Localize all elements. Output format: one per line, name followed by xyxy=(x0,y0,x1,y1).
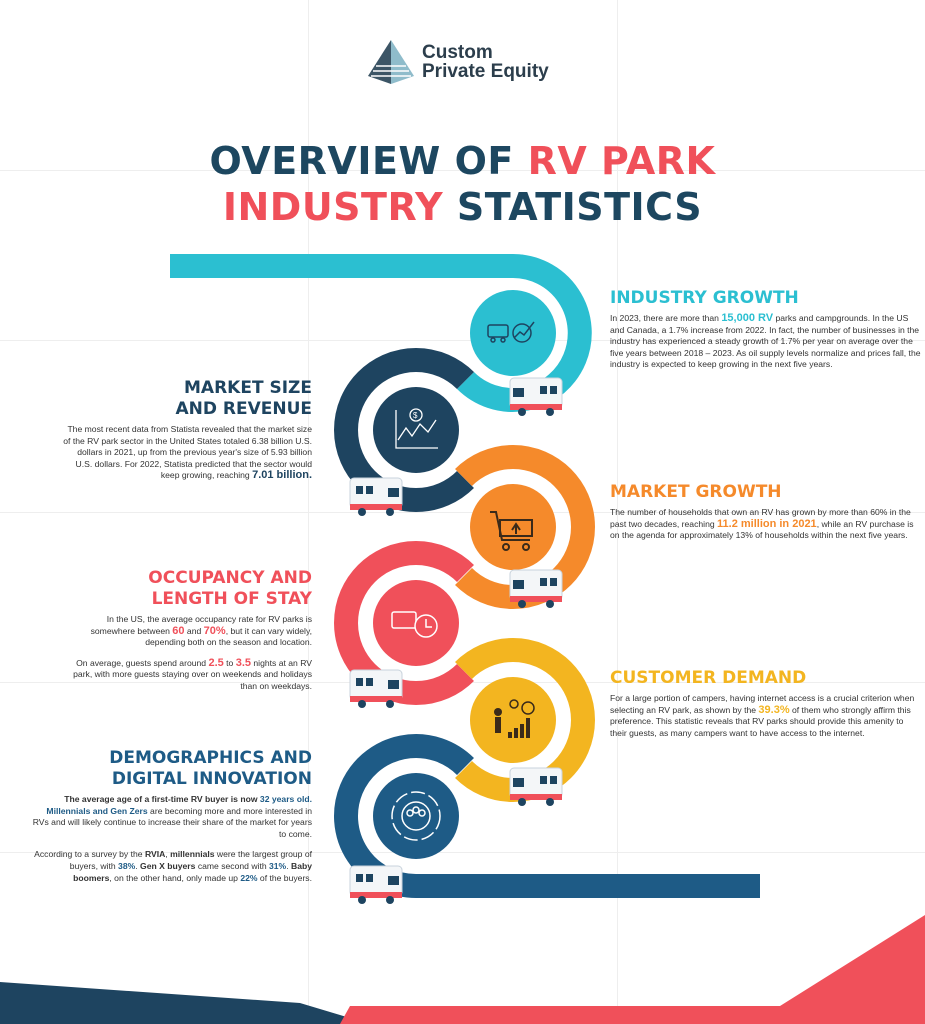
track-orange xyxy=(455,445,595,609)
text: millennials xyxy=(170,849,215,860)
grid-line xyxy=(0,170,925,171)
section-title: DIGITAL INNOVATION xyxy=(111,769,312,789)
section-occupancy: OCCUPANCY AND LENGTH OF STAY In the US, t… xyxy=(70,568,312,702)
highlight: 32 years old. xyxy=(259,794,312,804)
track-yellow xyxy=(455,638,595,802)
text: and xyxy=(184,625,204,636)
highlight: 3.5 xyxy=(235,656,251,669)
section-market-growth: MARKET GROWTH The number of households t… xyxy=(610,482,915,551)
pyramid-logo-icon xyxy=(368,40,414,84)
grid-line xyxy=(0,852,925,853)
text: According to a survey by the xyxy=(34,849,145,860)
person-growth-icon xyxy=(494,699,535,738)
section-title: MARKET GROWTH xyxy=(610,482,782,502)
text: nights at an RV park, with more guests s… xyxy=(73,657,312,691)
section-title: INDUSTRY GROWTH xyxy=(610,288,799,308)
grid-line xyxy=(0,512,925,513)
section-title: MARKET SIZE xyxy=(184,378,312,398)
highlight: 11.2 million in 2021 xyxy=(717,517,817,530)
text: RVIA xyxy=(144,849,166,860)
dollar-chart-icon: $ xyxy=(395,408,438,449)
track-dark xyxy=(334,348,474,512)
track-red xyxy=(334,541,474,705)
section-title: OCCUPANCY AND xyxy=(148,568,312,588)
section-market-size: MARKET SIZE AND REVENUE The most recent d… xyxy=(60,378,312,491)
text: parks and campgrounds. In the US and Can… xyxy=(610,313,921,370)
section-customer-demand: CUSTOMER DEMAND For a large portion of c… xyxy=(610,668,915,748)
text: were the largest group of buyers, with xyxy=(69,849,312,871)
rv-van-icon xyxy=(509,767,563,806)
text: , while an RV purchase is on the agenda … xyxy=(610,518,914,541)
page-title: OVERVIEW OF RV PARK INDUSTRY STATISTICS xyxy=(0,138,925,230)
text: to xyxy=(223,657,236,668)
section-industry-growth: INDUSTRY GROWTH In 2023, there are more … xyxy=(610,288,925,380)
highlight: 39.3% xyxy=(758,703,790,716)
rv-van-icon xyxy=(349,865,403,904)
rv-gear-growth-icon xyxy=(487,321,535,343)
highlight: 31% xyxy=(269,860,287,871)
highlight: 38% xyxy=(118,860,136,871)
title-part: INDUSTRY xyxy=(222,185,444,229)
rv-van-icon xyxy=(509,377,563,416)
icon-circle-yellow xyxy=(470,677,556,763)
text: , xyxy=(165,849,171,860)
footer-navy-shape xyxy=(0,982,370,1024)
rv-van-icon xyxy=(349,669,403,708)
logo-line1: Custom xyxy=(422,42,493,63)
text: are becoming more and more interested in… xyxy=(32,805,312,839)
title-part: STATISTICS xyxy=(443,185,703,229)
text: The average age of a first-time RV buyer… xyxy=(64,794,260,804)
cart-upload-icon xyxy=(490,511,533,551)
icon-circle-blue xyxy=(373,773,459,859)
section-demographics: DEMOGRAPHICS AND DIGITAL INNOVATION The a… xyxy=(30,748,312,893)
section-title: LENGTH OF STAY xyxy=(151,589,312,609)
text: The most recent data from Statista revea… xyxy=(63,424,312,481)
text: . xyxy=(286,860,291,871)
text: In 2023, there are more than xyxy=(610,313,722,323)
footer-red-shape xyxy=(340,915,925,1024)
highlight: 22% xyxy=(240,872,258,883)
highlight: 15,000 RV xyxy=(721,312,774,324)
logo-line2: Private Equity xyxy=(422,61,549,82)
text: Baby boomers xyxy=(73,860,312,883)
text: For a large portion of campers, having i… xyxy=(610,693,915,715)
section-title: CUSTOMER DEMAND xyxy=(610,668,807,688)
text: In the US, the average occupancy rate fo… xyxy=(90,614,312,636)
logo: Custom Private Equity xyxy=(368,40,549,84)
title-part: OVERVIEW OF xyxy=(209,139,528,183)
highlight: 60 xyxy=(172,624,185,637)
highlight: 2.5 xyxy=(208,656,224,669)
svg-text:$: $ xyxy=(413,411,418,420)
highlight: 70% xyxy=(203,624,226,637)
rv-van-icon xyxy=(509,569,563,608)
people-circle-icon xyxy=(391,791,441,841)
rv-van-icon xyxy=(349,477,403,516)
text: The number of households that own an RV … xyxy=(610,507,911,529)
highlight: 7.01 billion. xyxy=(252,469,312,482)
highlight: Millennials and Gen Zers xyxy=(46,805,148,816)
grid-line xyxy=(0,340,925,341)
section-title: AND REVENUE xyxy=(175,399,312,419)
text: On average, guests spend around xyxy=(76,657,209,668)
text: , on the other hand, only made up xyxy=(109,872,241,883)
text: of them who strongly affirm this prefere… xyxy=(610,704,911,738)
text: of the buyers. xyxy=(257,872,312,883)
section-title: DEMOGRAPHICS AND xyxy=(109,748,312,768)
title-part: RV PARK xyxy=(527,139,716,183)
text: . xyxy=(135,860,141,871)
text: came second with xyxy=(195,860,269,871)
text: Gen X buyers xyxy=(140,860,196,871)
track-teal xyxy=(170,254,592,412)
text: , but it can vary widely, depending both… xyxy=(145,625,312,648)
rv-clock-icon xyxy=(391,611,438,638)
